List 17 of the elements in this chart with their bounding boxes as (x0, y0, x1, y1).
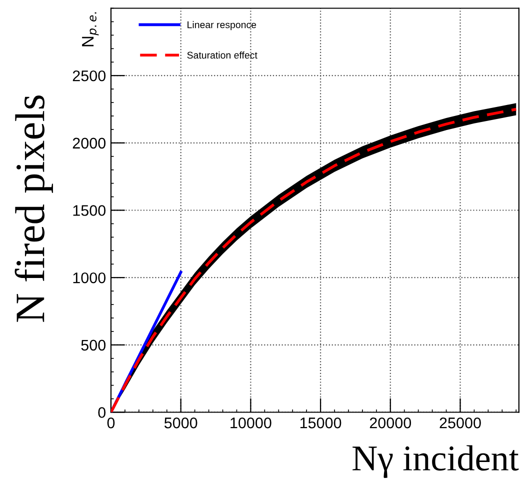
x-tick-label: 20000 (370, 418, 412, 428)
text: N fired pixels (14, 96, 53, 322)
x-tick-label: 15000 (300, 418, 342, 428)
x-tick-label: 5000 (164, 418, 198, 428)
y-tick-label: 500 (81, 340, 106, 351)
y-tick-label: 1000 (73, 272, 106, 284)
y-tick-label: 2500 (72, 70, 106, 82)
y-axis-title: N$_{p.e.}$ (82, 12, 99, 46)
x-tick-label: 10000 (230, 418, 272, 428)
x-tick-label: 25000 (440, 418, 481, 428)
y-tick-label: 0 (98, 407, 106, 418)
x-axis-title: Nγ incident (352, 445, 519, 478)
legend-label: Linear responce (188, 21, 256, 30)
legend-label: Saturation effect (187, 51, 258, 59)
y-tick-label: 2000 (72, 138, 106, 149)
y-tick-label: 1500 (73, 205, 106, 216)
x-tick-label: 0 (107, 418, 115, 428)
